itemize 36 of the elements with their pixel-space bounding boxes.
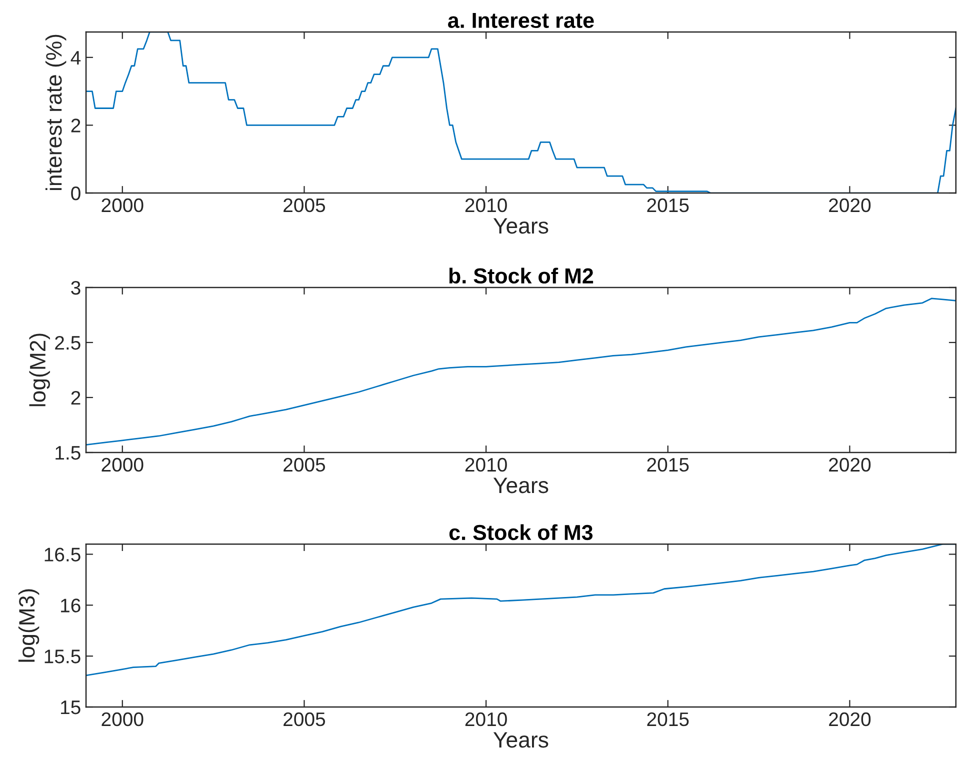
x-tick-label: 2010	[465, 198, 507, 212]
y-tick-label: 16	[61, 598, 80, 612]
y-tick-label: 15	[61, 700, 80, 714]
x-tick-label: 2015	[647, 198, 689, 212]
chart-title: c. Stock of M3	[449, 524, 593, 540]
x-tick-label: 2010	[465, 712, 507, 726]
y-axis-title: log(M3)	[18, 589, 40, 662]
y-tick-label: 15.5	[44, 650, 80, 664]
x-tick-label: 2005	[284, 198, 326, 212]
y-axis-title: interest rate (%)	[45, 34, 66, 190]
y-tick-label: 2	[71, 118, 80, 132]
x-tick-label: 2010	[465, 458, 507, 472]
y-tick-label: 2.5	[55, 336, 80, 350]
y-tick-label: 2	[71, 390, 80, 405]
x-tick-label: 2020	[829, 458, 871, 472]
x-tick-label: 2015	[647, 458, 689, 472]
x-tick-label: 2020	[829, 712, 871, 726]
x-tick-label: 2020	[829, 198, 871, 212]
y-tick-label: 4	[70, 51, 81, 64]
x-tick-label: 2000	[102, 198, 144, 212]
y-axis-title: log(M2)	[29, 334, 50, 406]
chart-title: a. Interest rate	[448, 13, 594, 28]
x-tick-label: 2000	[102, 712, 144, 726]
y-tick-label: 0	[71, 186, 80, 200]
x-axis-title: Years	[493, 732, 548, 748]
y-tick-label: 3	[71, 280, 80, 295]
x-tick-label: 2015	[647, 712, 689, 726]
x-axis-title: Years	[493, 218, 548, 234]
x-tick-label: 2000	[102, 458, 144, 472]
chart-title: b. Stock of M2	[449, 268, 594, 284]
x-axis-title: Years	[493, 478, 548, 494]
x-tick-label: 2005	[284, 458, 326, 472]
y-tick-label: 16.5	[44, 548, 80, 562]
line-series	[86, 298, 956, 446]
x-tick-label: 2005	[284, 712, 326, 726]
y-tick-label: 1.5	[56, 446, 80, 460]
